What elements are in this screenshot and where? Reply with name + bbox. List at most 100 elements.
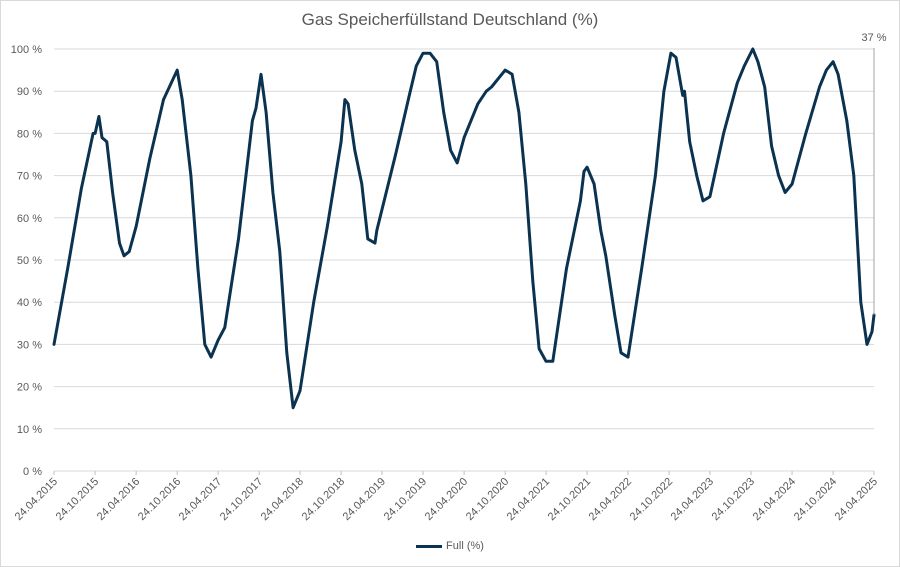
y-tick-label: 40 %: [17, 297, 42, 309]
data-point: [105, 141, 108, 143]
x-tick-label: 24.10.2015: [54, 476, 101, 523]
data-point: [456, 162, 458, 164]
data-point: [620, 352, 622, 354]
data-point: [751, 48, 754, 50]
data-point: [586, 166, 588, 168]
data-point: [859, 301, 862, 304]
data-point: [53, 343, 55, 346]
data-point: [353, 149, 356, 152]
data-point: [695, 174, 698, 177]
data-point: [210, 356, 212, 358]
data-point: [98, 115, 100, 118]
data-point: [237, 238, 240, 240]
data-point: [784, 191, 786, 194]
data-point: [80, 187, 83, 190]
data-point: [757, 60, 759, 63]
data-point: [654, 174, 657, 177]
data-point: [111, 191, 114, 194]
data-point: [485, 90, 488, 92]
data-point: [832, 60, 834, 63]
y-tick-label: 50 %: [17, 255, 42, 267]
legend-label: Full (%): [446, 540, 484, 552]
data-point: [312, 301, 315, 304]
data-point: [344, 98, 346, 101]
data-point: [162, 98, 165, 101]
data-point: [463, 136, 465, 139]
x-tick-label: 24.10.2021: [546, 476, 593, 523]
legend: Full (%): [0, 540, 900, 552]
data-point: [340, 141, 342, 143]
y-tick-label: 70 %: [17, 171, 42, 183]
data-point: [292, 406, 294, 409]
data-point: [736, 81, 739, 84]
data-point: [123, 254, 125, 257]
x-tick-label: 24.04.2022: [587, 476, 634, 523]
data-point: [613, 314, 616, 316]
data-point: [702, 200, 704, 202]
data-point: [640, 267, 643, 270]
data-point: [709, 195, 711, 198]
data-point: [367, 238, 369, 240]
x-tick-label: 24.04.2016: [95, 476, 142, 523]
data-point: [683, 90, 686, 92]
data-point: [197, 267, 199, 270]
x-tick-label: 24.04.2019: [341, 476, 388, 523]
data-point: [743, 65, 746, 67]
data-point: [804, 132, 807, 135]
x-tick-label: 24.10.2019: [382, 476, 429, 523]
data-point: [545, 360, 547, 363]
data-point: [770, 145, 773, 147]
y-tick-label: 20 %: [17, 382, 42, 394]
data-point: [532, 280, 534, 282]
data-point: [825, 69, 828, 71]
x-tick-label: 24.04.2025: [833, 476, 880, 523]
data-point: [583, 170, 585, 173]
data-point: [551, 360, 554, 363]
x-tick-label: 24.04.2017: [177, 476, 224, 523]
y-tick-label: 30 %: [17, 339, 42, 351]
x-tick-label: 24.10.2022: [628, 476, 675, 523]
data-point: [251, 119, 254, 122]
data-point: [565, 267, 568, 270]
x-tick-label: 24.10.2024: [792, 476, 839, 523]
data-point: [670, 52, 672, 55]
data-point: [681, 94, 684, 97]
data-point: [435, 60, 438, 63]
x-axis-ticks: 24.04.201524.10.201524.04.201624.10.2016…: [13, 471, 880, 523]
data-point: [360, 183, 363, 185]
x-tick-label: 24.04.2015: [13, 476, 60, 523]
data-point: [593, 183, 595, 185]
data-point: [135, 225, 137, 228]
data-point: [429, 52, 431, 55]
data-point: [101, 136, 103, 139]
data-point: [525, 183, 527, 185]
series-layer: [52, 47, 876, 410]
x-tick-label: 24.04.2018: [259, 476, 306, 523]
y-tick-label: 0 %: [23, 466, 42, 478]
data-point: [504, 69, 506, 71]
data-point: [279, 250, 281, 253]
data-point: [852, 174, 855, 177]
x-tick-label: 24.10.2023: [710, 476, 757, 523]
data-point: [777, 174, 780, 177]
data-point: [538, 347, 540, 350]
data-point: [299, 390, 301, 392]
data-point: [94, 132, 96, 135]
data-point: [394, 153, 397, 156]
data-point: [347, 103, 349, 105]
data-point: [600, 229, 602, 232]
x-tick-label: 24.10.2017: [218, 476, 265, 523]
data-point: [326, 225, 329, 228]
data-point: [604, 254, 607, 257]
data-point: [579, 200, 582, 202]
data-point: [791, 183, 793, 185]
data-point: [92, 132, 94, 135]
data-point: [265, 111, 267, 114]
data-point: [627, 356, 629, 358]
data-point: [846, 119, 848, 122]
y-tick-label: 100 %: [11, 44, 42, 56]
data-point: [118, 242, 121, 244]
x-tick-label: 24.04.2024: [751, 476, 798, 523]
